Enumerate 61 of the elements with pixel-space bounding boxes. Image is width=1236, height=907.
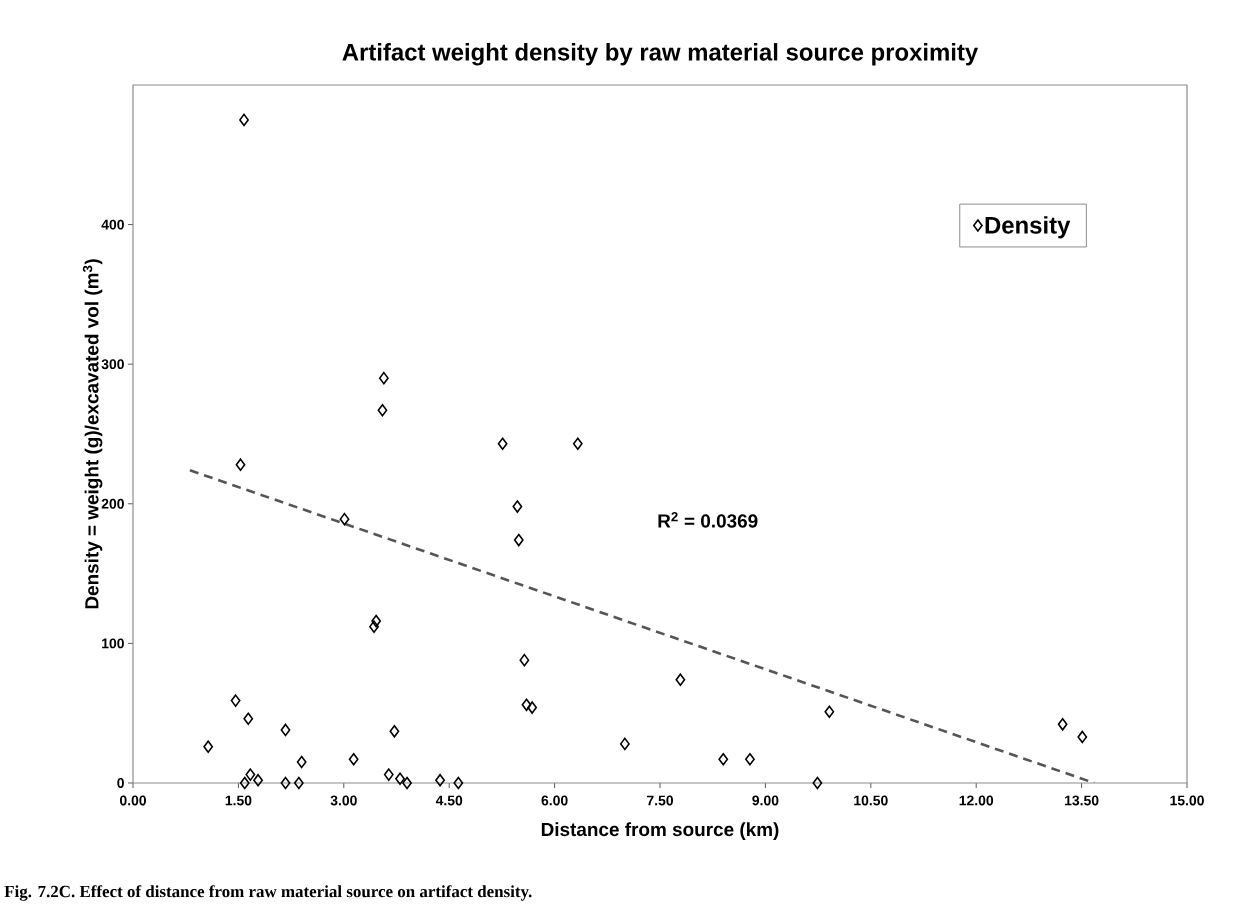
point [1057, 718, 1068, 731]
caption: Fig. 7.2C. Effect of distance from raw material source on artifact density. [4, 885, 532, 901]
point [402, 776, 412, 790]
point [453, 776, 464, 790]
y-tick-label: 100 [102, 638, 124, 649]
point [243, 712, 254, 726]
x-tick-label: 10.50 [854, 795, 888, 806]
y-tick-label: 200 [101, 498, 124, 509]
point [519, 653, 530, 667]
point [235, 458, 246, 471]
y-tick-label: 0 [117, 778, 124, 788]
point [812, 776, 823, 790]
point [253, 773, 264, 787]
point [371, 614, 382, 628]
point [824, 705, 835, 719]
point [435, 773, 445, 787]
point [521, 698, 532, 712]
point [675, 673, 686, 686]
point [230, 694, 241, 707]
x-tick-label: 3.00 [330, 795, 357, 806]
point [378, 371, 389, 385]
point [280, 723, 291, 737]
point [512, 500, 523, 513]
point [619, 737, 630, 751]
point [572, 437, 583, 451]
point [497, 437, 508, 451]
y-axis-title: Density = weight (g)/excavated vol (m$^{3}$) [82, 259, 103, 609]
x-tick-label: 15.00 [1170, 795, 1204, 806]
point [395, 772, 405, 786]
x-axis-title: Distance from source (km) [541, 822, 779, 840]
point [377, 403, 388, 417]
point [203, 740, 214, 753]
point [280, 776, 291, 790]
point [383, 768, 394, 781]
point [527, 701, 538, 714]
x-tick-label: 9.00 [752, 795, 779, 806]
x-tick-label: 1.50 [225, 795, 252, 806]
point [245, 768, 256, 781]
chart-title: Artifact weight density by raw material source proximity [342, 43, 979, 66]
point [296, 755, 307, 769]
point [513, 533, 524, 547]
y-tick-label: 300 [101, 359, 124, 370]
point [239, 113, 249, 127]
point [1077, 730, 1088, 744]
point [369, 620, 379, 633]
x-tick-label: 6.00 [541, 795, 568, 806]
point [348, 752, 359, 766]
annotation: R$^{2}$ = 0.0369 [658, 511, 758, 528]
x-tick-label: 13.50 [1065, 795, 1099, 806]
point [745, 752, 755, 766]
point [389, 725, 400, 738]
x-tick-label: 7.50 [647, 795, 674, 806]
point [718, 752, 729, 766]
x-tick-label: 4.50 [435, 795, 463, 806]
legend-label: Density [985, 216, 1071, 239]
point [239, 776, 250, 790]
y-tick-label: 400 [101, 219, 124, 230]
x-tick-label: 0.00 [119, 795, 147, 806]
point [339, 512, 350, 526]
x-tick-label: 12.00 [959, 795, 994, 806]
point [293, 776, 304, 790]
